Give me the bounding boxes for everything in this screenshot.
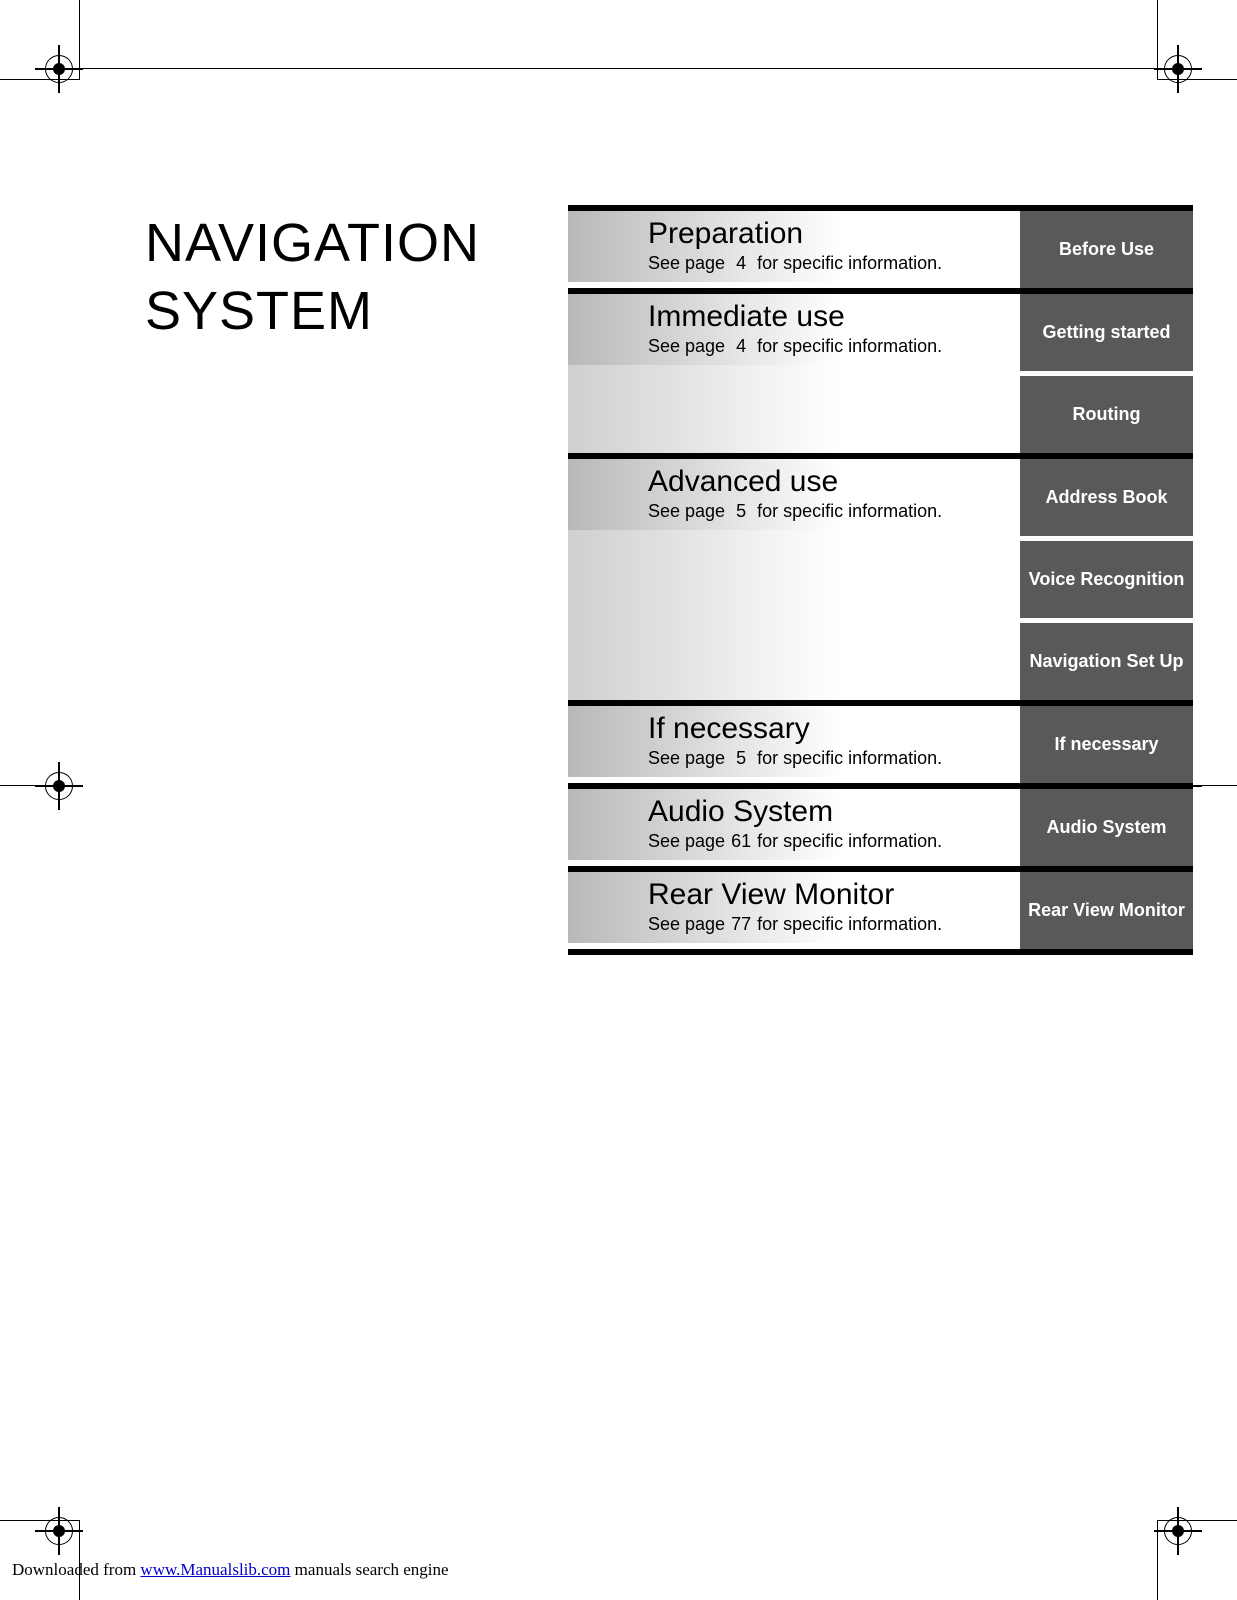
section-body: Immediate useSee page 4 for specific inf…: [568, 294, 1020, 365]
tab-column: Audio System: [1020, 789, 1193, 866]
footer-prefix: Downloaded from: [12, 1560, 140, 1579]
section-page-ref: See page 5 for specific information.: [648, 501, 1008, 522]
section-blank: [568, 365, 1020, 454]
tab-column: Before Use: [1020, 211, 1193, 288]
section-tab[interactable]: Before Use: [1020, 211, 1193, 288]
tab-column: If necessary: [1020, 706, 1193, 783]
page-ref-prefix: See page: [648, 253, 725, 273]
top-rule: [80, 68, 1157, 69]
page-ref-suffix: for specific information.: [757, 748, 942, 768]
section-body: Advanced useSee page 5 for specific info…: [568, 459, 1020, 530]
section-title: Audio System: [648, 795, 1008, 830]
page-ref-suffix: for specific information.: [757, 831, 942, 851]
section-tab[interactable]: Audio System: [1020, 789, 1193, 866]
section-blank: [568, 530, 1020, 701]
page-title-line1: NAVIGATION: [145, 213, 480, 273]
registration-mark-icon: [45, 1517, 73, 1545]
toc-row: PreparationSee page 4 for specific infor…: [568, 205, 1193, 288]
section-tab[interactable]: Rear View Monitor: [1020, 872, 1193, 949]
page-number: 4: [730, 336, 752, 357]
page-number: 77: [730, 914, 752, 935]
registration-mark-icon: [45, 772, 73, 800]
section-page-ref: See page 4 for specific information.: [648, 336, 1008, 357]
section-page-ref: See page 5 for specific information.: [648, 748, 1008, 769]
section-title: Advanced use: [648, 465, 1008, 500]
section-tab[interactable]: If necessary: [1020, 706, 1193, 783]
section-body: Audio SystemSee page 61 for specific inf…: [568, 789, 1020, 860]
toc-row: Rear View MonitorSee page 77 for specifi…: [568, 866, 1193, 949]
footer-attribution: Downloaded from www.Manualslib.com manua…: [12, 1560, 449, 1580]
section-tab[interactable]: Navigation Set Up: [1020, 623, 1193, 700]
section-body: If necessarySee page 5 for specific info…: [568, 706, 1020, 777]
tab-column: Rear View Monitor: [1020, 872, 1193, 949]
page-ref-suffix: for specific information.: [757, 501, 942, 521]
section-cell: Advanced useSee page 5 for specific info…: [568, 459, 1020, 700]
table-of-contents: PreparationSee page 4 for specific infor…: [568, 205, 1193, 955]
footer-link[interactable]: www.Manualslib.com: [140, 1560, 290, 1579]
page-ref-prefix: See page: [648, 831, 725, 851]
section-cell: Audio SystemSee page 61 for specific inf…: [568, 789, 1020, 866]
section-page-ref: See page 77 for specific information.: [648, 914, 1008, 935]
section-title: Preparation: [648, 217, 1008, 252]
toc-row: Immediate useSee page 4 for specific inf…: [568, 288, 1193, 453]
page-ref-suffix: for specific information.: [757, 914, 942, 934]
page-number: 5: [730, 748, 752, 769]
toc-row: Advanced useSee page 5 for specific info…: [568, 453, 1193, 700]
page-ref-prefix: See page: [648, 914, 725, 934]
page-ref-prefix: See page: [648, 336, 725, 356]
section-title: Immediate use: [648, 300, 1008, 335]
registration-mark-icon: [1164, 1517, 1192, 1545]
section-cell: Rear View MonitorSee page 77 for specifi…: [568, 872, 1020, 949]
section-tab[interactable]: Voice Recognition: [1020, 541, 1193, 618]
section-body: Rear View MonitorSee page 77 for specifi…: [568, 872, 1020, 943]
registration-mark-icon: [45, 55, 73, 83]
page-title: NAVIGATION SYSTEM: [145, 210, 480, 345]
section-cell: PreparationSee page 4 for specific infor…: [568, 211, 1020, 288]
toc-end-rule: [568, 949, 1193, 955]
page-number: 4: [730, 253, 752, 274]
toc-row: If necessarySee page 5 for specific info…: [568, 700, 1193, 783]
page-title-line2: SYSTEM: [145, 281, 373, 341]
page-ref-prefix: See page: [648, 501, 725, 521]
toc-row: Audio SystemSee page 61 for specific inf…: [568, 783, 1193, 866]
section-body: PreparationSee page 4 for specific infor…: [568, 211, 1020, 282]
page-ref-suffix: for specific information.: [757, 253, 942, 273]
section-cell: If necessarySee page 5 for specific info…: [568, 706, 1020, 783]
section-tab[interactable]: Routing: [1020, 376, 1193, 453]
section-title: Rear View Monitor: [648, 878, 1008, 913]
footer-suffix: manuals search engine: [290, 1560, 448, 1579]
section-tab[interactable]: Address Book: [1020, 459, 1193, 536]
tab-column: Address BookVoice RecognitionNavigation …: [1020, 459, 1193, 700]
registration-mark-icon: [1164, 55, 1192, 83]
page-number: 61: [730, 831, 752, 852]
section-page-ref: See page 61 for specific information.: [648, 831, 1008, 852]
page-ref-suffix: for specific information.: [757, 336, 942, 356]
page-number: 5: [730, 501, 752, 522]
page-ref-prefix: See page: [648, 748, 725, 768]
section-page-ref: See page 4 for specific information.: [648, 253, 1008, 274]
section-cell: Immediate useSee page 4 for specific inf…: [568, 294, 1020, 453]
tab-column: Getting startedRouting: [1020, 294, 1193, 453]
section-tab[interactable]: Getting started: [1020, 294, 1193, 371]
section-title: If necessary: [648, 712, 1008, 747]
